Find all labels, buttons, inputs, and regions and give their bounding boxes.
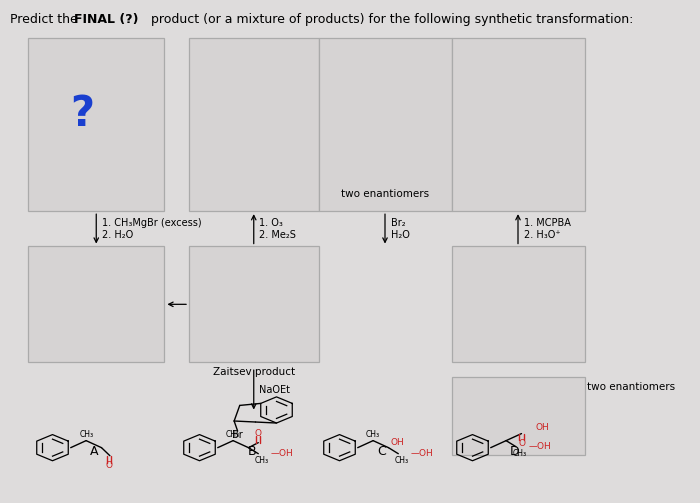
Text: O: O: [518, 439, 525, 448]
Bar: [28, 246, 164, 362]
Text: A: A: [90, 445, 99, 458]
Text: —OH: —OH: [528, 442, 552, 451]
Bar: [452, 38, 584, 211]
Text: FINAL (?): FINAL (?): [74, 13, 138, 26]
Text: two enantiomers: two enantiomers: [341, 189, 429, 199]
Text: 1. CH₃MgBr (excess)
2. H₂O: 1. CH₃MgBr (excess) 2. H₂O: [102, 218, 202, 239]
Text: Zaitsev product: Zaitsev product: [213, 367, 295, 377]
Bar: [318, 38, 452, 211]
Text: ?: ?: [70, 94, 94, 135]
Bar: [452, 246, 584, 362]
Bar: [189, 246, 318, 362]
Text: OH: OH: [390, 438, 404, 447]
Bar: [452, 377, 584, 455]
Text: 1. MCPBA
2. H₃O⁺: 1. MCPBA 2. H₃O⁺: [524, 218, 570, 239]
Text: —OH: —OH: [411, 449, 434, 458]
Text: 1. O₃
2. Me₂S: 1. O₃ 2. Me₂S: [260, 218, 296, 239]
Text: B: B: [248, 445, 256, 458]
Text: product (or a mixture of products) for the following synthetic transformation:: product (or a mixture of products) for t…: [147, 13, 634, 26]
Text: D: D: [510, 445, 519, 458]
Text: CH₃: CH₃: [80, 430, 94, 439]
Text: Predict the: Predict the: [10, 13, 83, 26]
Text: two enantiomers: two enantiomers: [587, 382, 675, 392]
Text: OH: OH: [536, 423, 550, 432]
Text: CH₃: CH₃: [366, 430, 380, 439]
Text: CH₃: CH₃: [395, 456, 409, 465]
Text: O: O: [106, 461, 113, 470]
Bar: [28, 38, 164, 211]
Text: Br: Br: [232, 430, 243, 440]
Text: NaOEt: NaOEt: [260, 385, 290, 395]
Text: CH₃: CH₃: [255, 456, 269, 465]
Text: C: C: [377, 445, 386, 458]
Text: CH₃: CH₃: [512, 449, 526, 458]
Text: O: O: [255, 429, 262, 438]
Bar: [189, 38, 318, 211]
Text: —OH: —OH: [271, 449, 294, 458]
Text: CH₃: CH₃: [226, 430, 240, 439]
Text: Br₂
H₂O: Br₂ H₂O: [391, 218, 409, 239]
